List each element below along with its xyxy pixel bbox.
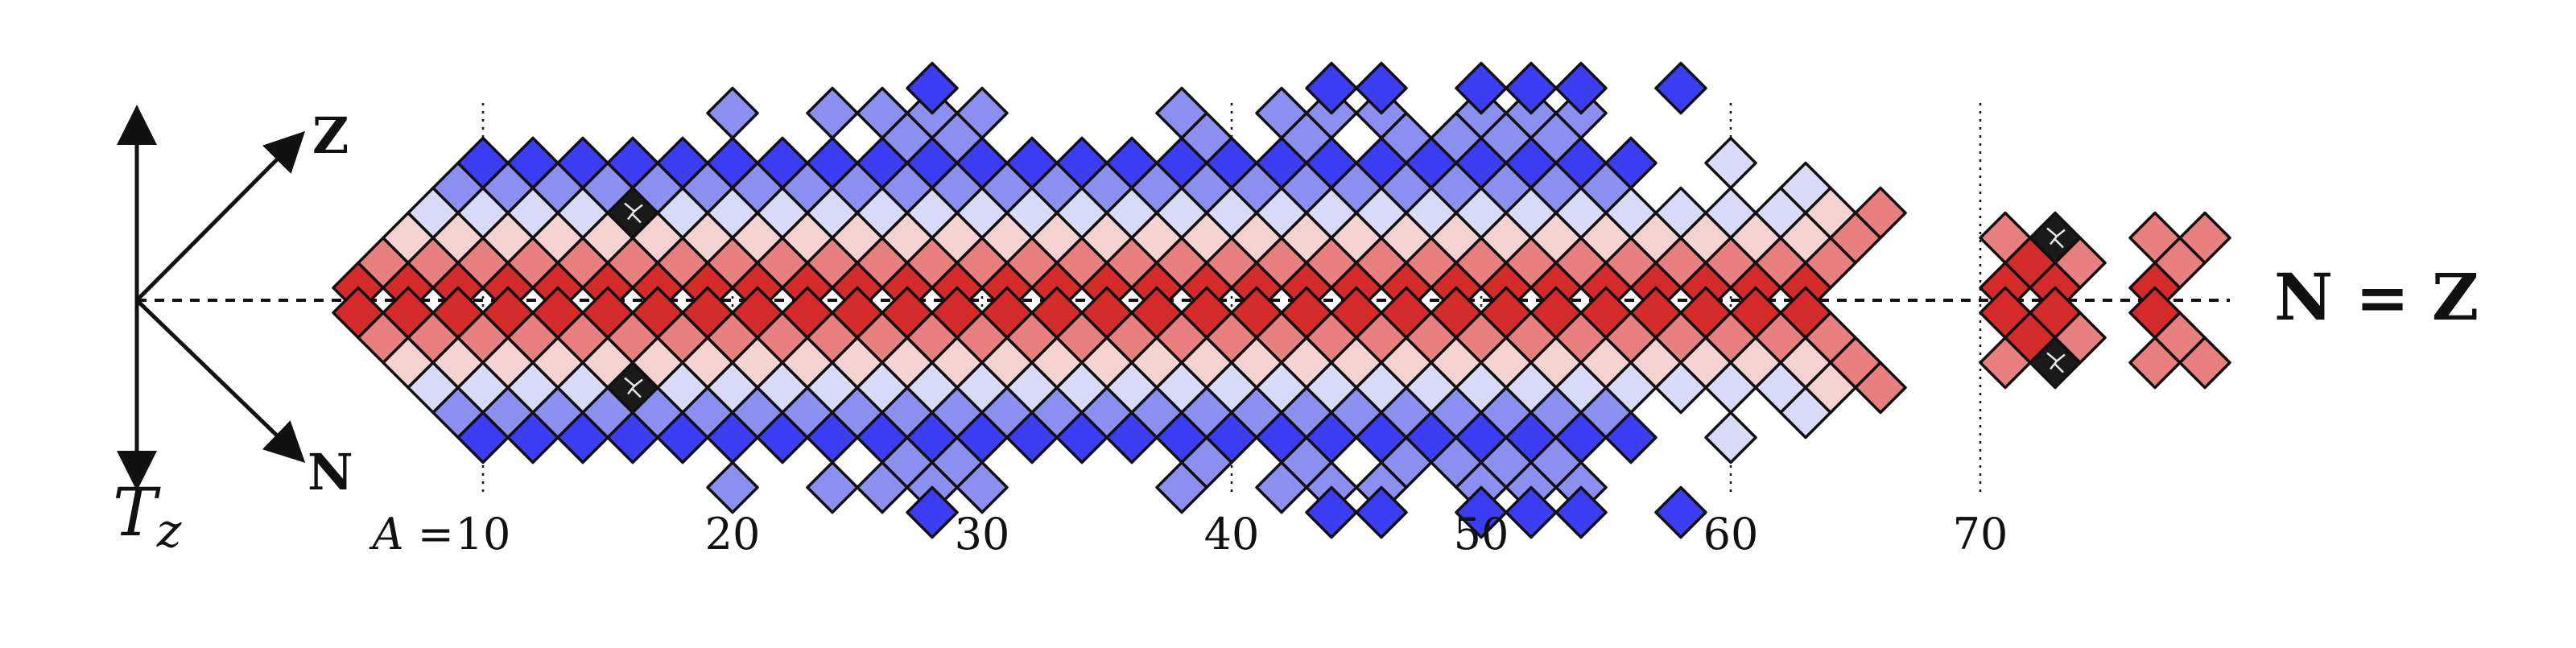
mass-tick-label: 30 [955,509,1010,559]
nuclide-cell [1604,136,1657,190]
nuclide-cell [956,460,1009,514]
special-nuclide-glyph [624,202,643,224]
nuclide-cell [1604,411,1657,464]
nuclide-cell [1704,411,1757,464]
nuclide-cell [2054,236,2107,290]
nuclide-cell [1654,61,1707,115]
z-axis-arrow [135,130,306,302]
nuclide-cell [906,485,959,539]
nuclide-cell [1305,485,1358,539]
nuclide-cell [1554,485,1608,539]
z-axis-label: Z [312,106,349,165]
nuclide-cell [1854,361,1907,415]
tz-axis-label-main: T [113,475,161,551]
mass-tick-labels: 10 20 30 40 50 60 70 A = [369,509,2008,559]
nuclide-cell [1455,485,1508,539]
nuclide-cells [332,61,2231,539]
nuclide-cell [2178,336,2231,390]
nuclide-cell [956,86,1009,140]
tz-axis-label-subscript: z [156,503,182,558]
nuclide-cell [1355,485,1408,539]
nuclide-cell [2054,311,2107,365]
nuclide-cell [1854,186,1907,240]
nuclide-cell [2178,211,2231,265]
mass-tick-prefix: A = [369,509,454,559]
n-axis-arrow [135,299,306,463]
tz-axis-label: Tz [113,475,182,558]
nuclide-cell [1305,61,1358,115]
nuclide-cell [806,86,859,140]
nuclide-cell [1455,61,1508,115]
mass-tick-label: 70 [1953,509,2008,559]
axes [117,105,306,491]
nuclide-cell [1704,136,1757,190]
nuclide-cell [1505,61,1558,115]
special-nuclide-glyph [2046,227,2066,249]
special-nuclide-glyph [2046,352,2066,374]
special-nuclide-glyph [624,377,643,398]
mass-tick-label: 60 [1703,509,1759,559]
nuclide-cell [1505,485,1558,539]
nuclide-cell [706,460,759,514]
mass-tick-label: 10 [456,509,511,559]
nuclide-cell [906,61,959,115]
nuclide-cell [806,460,859,514]
n-axis-label: N [308,443,353,501]
nuclide-cell [1654,485,1707,539]
nuclide-cell [706,86,759,140]
mass-tick-label: 50 [1454,509,1509,559]
nuclide-cell [1554,61,1608,115]
symmetry-label: N = Z [2274,259,2479,335]
mass-tick-label: 20 [705,509,761,559]
nuclide-cell [1355,61,1408,115]
mass-tick-label: 40 [1204,509,1260,559]
